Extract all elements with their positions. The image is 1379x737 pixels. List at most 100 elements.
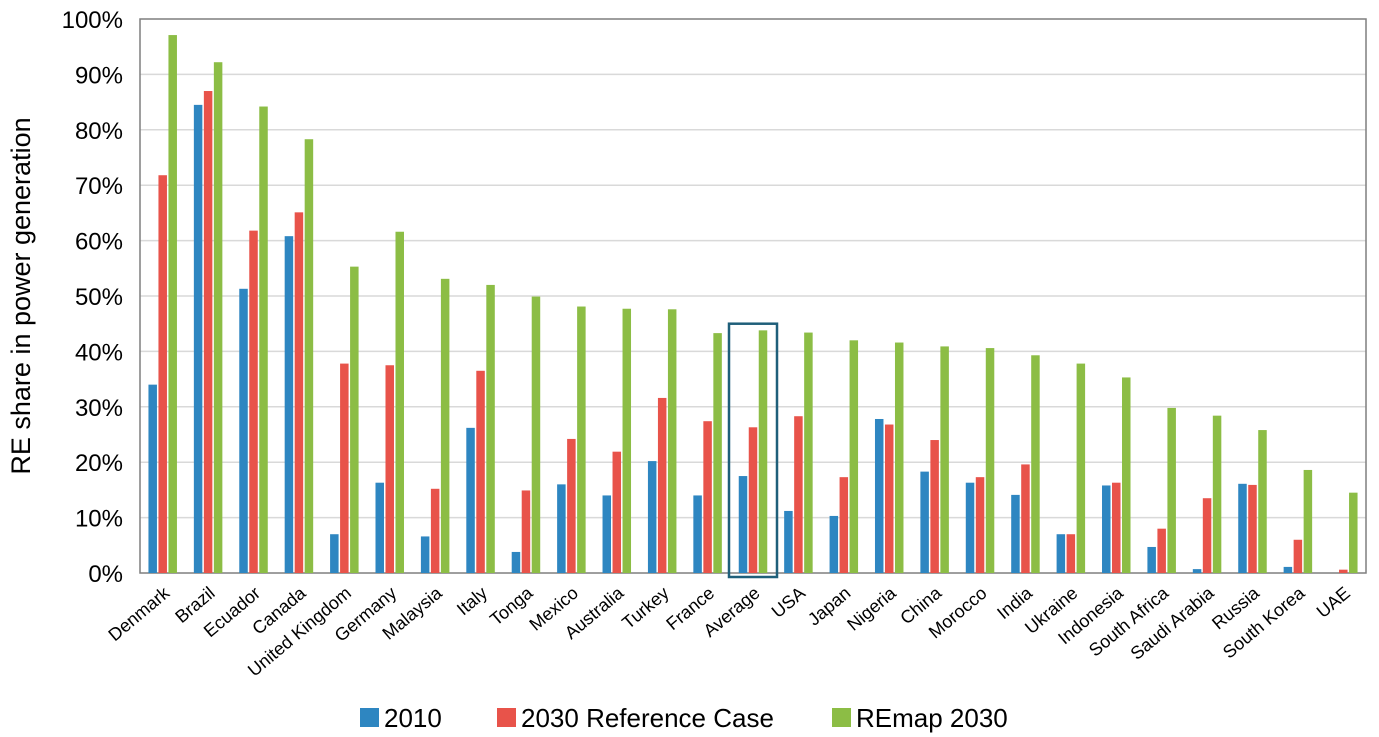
category-label: Turkey: [618, 583, 672, 633]
bar-usa-remap-2030: [804, 332, 813, 573]
bar-germany-remap-2030: [395, 231, 404, 573]
bar-indonesia-2030-reference-case: [1112, 482, 1121, 573]
bar-average-remap-2030: [758, 330, 768, 573]
bar-ecuador-2010: [239, 288, 248, 573]
bar-south-korea-remap-2030: [1303, 469, 1313, 573]
bar-malaysia-2030-reference-case: [430, 488, 440, 573]
average-highlight-box: [727, 322, 779, 579]
y-tick-label: 90%: [75, 62, 123, 89]
legend: 2010 2030 Reference Case REmap 2030: [360, 703, 1008, 733]
bar-brazil-2030-reference-case: [203, 91, 213, 574]
bar-turkey-2030-reference-case: [657, 397, 667, 573]
bar-japan-2010: [829, 515, 839, 573]
y-axis-title: RE share in power generation: [6, 117, 36, 474]
bar-france-remap-2030: [713, 333, 722, 573]
bar-india-2010: [1011, 494, 1020, 573]
bar-ecuador-remap-2030: [259, 106, 268, 574]
bar-india-remap-2030: [1031, 355, 1040, 573]
bar-south-africa-2010: [1147, 546, 1156, 573]
bar-tonga-2030-reference-case: [521, 490, 531, 573]
y-tick-label: 100%: [62, 7, 123, 34]
bar-china-2030-reference-case: [930, 440, 939, 573]
legend-swatch-2010: [360, 708, 379, 727]
category-label: USA: [768, 583, 809, 622]
bar-south-korea-2030-reference-case: [1293, 539, 1303, 573]
bar-united-kingdom-2030-reference-case: [340, 363, 349, 573]
bar-australia-2010: [602, 495, 612, 573]
bar-italy-remap-2030: [486, 284, 495, 573]
y-tick-label: 40%: [75, 339, 123, 366]
bar-nigeria-remap-2030: [894, 342, 904, 573]
bar-south-korea-2010: [1283, 566, 1293, 573]
bar-canada-2030-reference-case: [294, 212, 304, 573]
y-tick-label: 50%: [75, 284, 123, 311]
legend-swatch-2030-reference-case: [497, 708, 516, 727]
bar-denmark-2010: [148, 384, 157, 573]
bar-mexico-2010: [557, 484, 566, 573]
bar-usa-2010: [784, 510, 793, 573]
bar-denmark-remap-2030: [168, 35, 177, 574]
bar-south-africa-remap-2030: [1167, 407, 1176, 573]
bar-russia-2010: [1238, 483, 1247, 573]
bar-australia-2030-reference-case: [612, 451, 622, 573]
bar-japan-remap-2030: [849, 340, 859, 573]
bar-brazil-2010: [193, 104, 203, 574]
bar-italy-2030-reference-case: [476, 370, 485, 573]
y-tick-label: 30%: [75, 395, 123, 422]
bar-saudi-arabia-2030-reference-case: [1202, 498, 1212, 573]
bar-malaysia-remap-2030: [440, 278, 450, 573]
bar-australia-remap-2030: [622, 308, 632, 573]
bar-saudi-arabia-2010: [1192, 569, 1202, 573]
bar-morocco-remap-2030: [985, 348, 995, 573]
y-tick-label: 0%: [88, 561, 123, 588]
bar-ukraine-2030-reference-case: [1066, 534, 1076, 573]
bar-france-2030-reference-case: [703, 421, 712, 573]
bar-germany-2030-reference-case: [385, 365, 394, 573]
bar-japan-2030-reference-case: [839, 477, 849, 573]
bar-russia-2030-reference-case: [1248, 484, 1257, 573]
bar-canada-2010: [284, 236, 294, 573]
y-tick-label: 80%: [75, 118, 123, 145]
category-label: Nigeria: [843, 582, 900, 635]
bar-italy-2010: [466, 427, 475, 573]
bar-mexico-remap-2030: [577, 306, 586, 573]
bar-united-kingdom-2010: [330, 534, 339, 573]
bar-morocco-2010: [965, 482, 975, 573]
bar-canada-remap-2030: [304, 139, 314, 573]
bar-malaysia-2010: [420, 536, 430, 573]
bar-turkey-2010: [647, 461, 657, 573]
bar-indonesia-remap-2030: [1122, 377, 1131, 573]
bar-saudi-arabia-remap-2030: [1212, 415, 1222, 573]
y-tick-labels: 0% 10% 20% 30% 40% 50% 60% 70% 80% 90% 100%: [62, 7, 123, 588]
bar-mexico-2030-reference-case: [567, 438, 576, 573]
bar-india-2030-reference-case: [1021, 464, 1030, 573]
bar-russia-remap-2030: [1258, 430, 1267, 573]
bar-denmark-2030-reference-case: [158, 175, 167, 573]
bar-ecuador-2030-reference-case: [249, 230, 258, 574]
bar-average-2030-reference-case: [748, 427, 758, 573]
bar-china-remap-2030: [940, 346, 949, 573]
bars-layer: [148, 35, 1358, 574]
bar-tonga-remap-2030: [531, 296, 541, 573]
legend-label-2010: 2010: [384, 703, 442, 733]
bar-ukraine-2010: [1056, 534, 1066, 573]
category-label: UAE: [1313, 583, 1354, 622]
bar-usa-2030-reference-case: [794, 416, 803, 573]
y-tick-label: 60%: [75, 229, 123, 256]
bar-morocco-2030-reference-case: [975, 477, 985, 573]
bar-germany-2010: [375, 482, 384, 573]
legend-label-2030-reference-case: 2030 Reference Case: [521, 703, 774, 733]
bar-turkey-remap-2030: [667, 309, 677, 573]
bar-nigeria-2030-reference-case: [884, 424, 894, 573]
y-tick-label: 10%: [75, 506, 123, 533]
bar-france-2010: [693, 495, 702, 573]
category-label: Denmark: [104, 582, 174, 645]
bar-average-2010: [738, 476, 748, 573]
bar-uae-2030-reference-case: [1339, 569, 1348, 573]
bar-tonga-2010: [511, 551, 521, 573]
legend-swatch-remap-2030: [832, 708, 851, 727]
bar-indonesia-2010: [1102, 485, 1111, 573]
bar-ukraine-remap-2030: [1076, 363, 1086, 573]
